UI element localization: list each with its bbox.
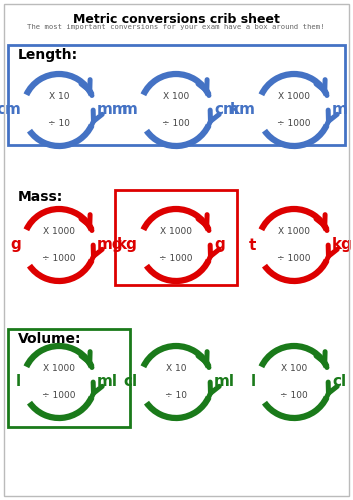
Text: ÷ 10: ÷ 10	[165, 391, 187, 400]
Text: kg: kg	[332, 238, 353, 252]
Text: kg: kg	[117, 238, 138, 252]
Text: Volume:: Volume:	[18, 332, 82, 346]
Text: m: m	[122, 102, 138, 118]
Text: ÷ 10: ÷ 10	[48, 119, 70, 128]
Text: Length:: Length:	[18, 48, 78, 62]
Text: cm: cm	[214, 102, 239, 118]
Text: ÷ 100: ÷ 100	[280, 391, 308, 400]
Text: X 1000: X 1000	[278, 227, 310, 236]
Text: ÷ 1000: ÷ 1000	[277, 119, 311, 128]
Text: km: km	[230, 102, 256, 118]
Text: m: m	[332, 102, 348, 118]
Text: mg: mg	[97, 238, 124, 252]
Text: ml: ml	[97, 374, 118, 390]
Text: ml: ml	[214, 374, 235, 390]
Text: X 10: X 10	[166, 364, 186, 373]
Text: The most important conversions for your exam have a box around them!: The most important conversions for your …	[27, 24, 325, 30]
Bar	[8, 45, 345, 145]
Text: ÷ 1000: ÷ 1000	[42, 254, 76, 263]
Text: cl: cl	[332, 374, 346, 390]
Text: l: l	[16, 374, 21, 390]
Text: mm: mm	[97, 102, 129, 118]
Text: ÷ 1000: ÷ 1000	[277, 254, 311, 263]
Bar	[8, 329, 130, 427]
Text: g: g	[10, 238, 21, 252]
Text: X 1000: X 1000	[43, 364, 75, 373]
Text: g: g	[214, 238, 225, 252]
Text: X 10: X 10	[49, 92, 69, 101]
Text: X 1000: X 1000	[43, 227, 75, 236]
Text: X 1000: X 1000	[278, 92, 310, 101]
Text: ÷ 100: ÷ 100	[162, 119, 190, 128]
Text: ÷ 1000: ÷ 1000	[42, 391, 76, 400]
Text: X 1000: X 1000	[160, 227, 192, 236]
Text: t: t	[249, 238, 256, 252]
Text: X 100: X 100	[163, 92, 189, 101]
Text: ÷ 1000: ÷ 1000	[159, 254, 193, 263]
Text: cl: cl	[124, 374, 138, 390]
Text: l: l	[251, 374, 256, 390]
Bar	[115, 190, 237, 285]
Text: Metric conversions crib sheet: Metric conversions crib sheet	[73, 13, 280, 26]
Text: X 100: X 100	[281, 364, 307, 373]
Text: Mass:: Mass:	[18, 190, 63, 204]
Text: cm: cm	[0, 102, 21, 118]
